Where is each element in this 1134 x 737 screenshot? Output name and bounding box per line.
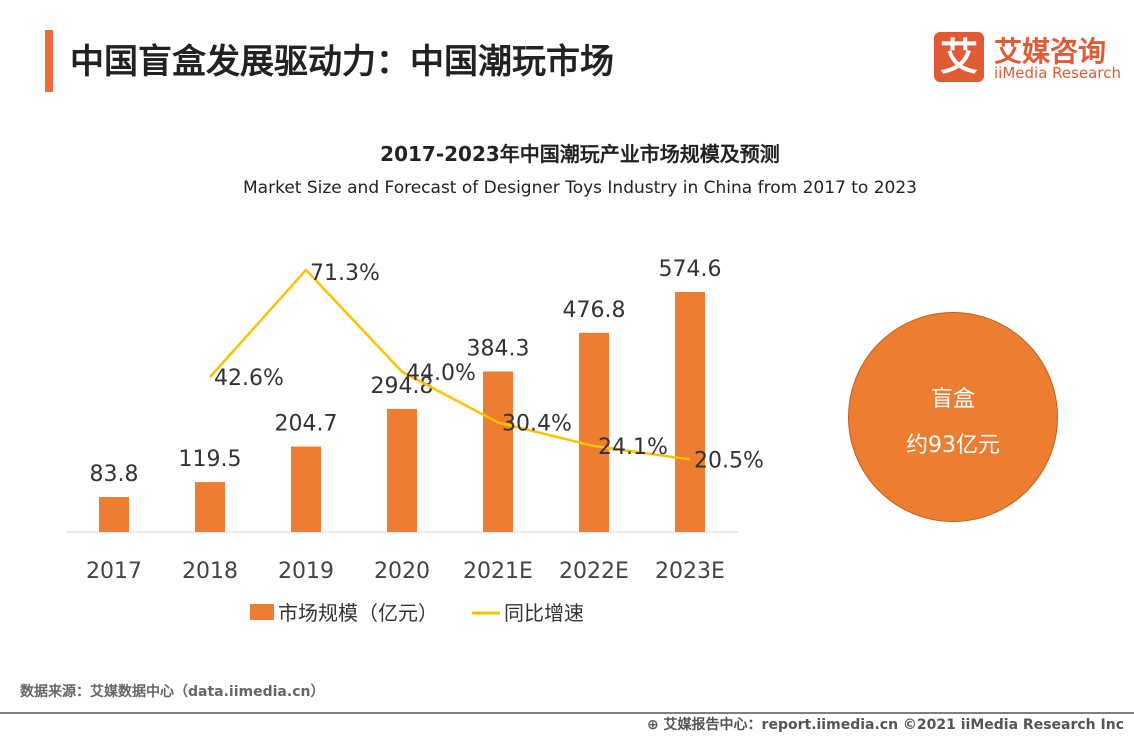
bar-label: 294.8 <box>371 374 434 399</box>
line-label: 44.0% <box>406 361 476 386</box>
title-accent-bar <box>45 30 53 92</box>
line-label: 30.4% <box>502 412 572 437</box>
x-tick-label: 2022E <box>559 559 629 584</box>
chart-subtitle: Market Size and Forecast of Designer Toy… <box>243 178 917 198</box>
x-tick-label: 2023E <box>655 559 725 584</box>
bar-2017 <box>99 496 129 532</box>
bar-2023E <box>675 292 705 532</box>
bar-label: 476.8 <box>563 298 626 323</box>
footer-credit: ⊕ 艾媒报告中心：report.iimedia.cn ©2021 iiMedia… <box>646 717 1124 733</box>
footer-divider <box>0 712 1134 714</box>
logo-text-en: iiMedia Research <box>994 64 1121 82</box>
data-source: 数据来源：艾媒数据中心（data.iimedia.cn） <box>20 684 325 700</box>
logo-text-cn: 艾媒咨询 <box>994 35 1107 68</box>
bar-2018 <box>195 482 225 532</box>
line-label: 24.1% <box>598 435 668 460</box>
page-title: 中国盲盒发展驱动力：中国潮玩市场 <box>70 42 614 82</box>
blind-box-callout: 盲盒 约93亿元 <box>848 312 1058 522</box>
x-tick-label: 2018 <box>182 559 238 584</box>
bar-2021E <box>483 371 513 532</box>
bar-2020 <box>387 408 417 532</box>
bar-label: 204.7 <box>275 412 338 437</box>
legend-bar-swatch <box>250 604 274 620</box>
bar-label: 119.5 <box>179 447 242 472</box>
x-tick-label: 2021E <box>463 559 533 584</box>
bar-label: 83.8 <box>90 462 139 487</box>
growth-line <box>209 268 691 461</box>
x-tick-label: 2017 <box>86 559 142 584</box>
legend-line-label: 同比增速 <box>504 601 584 625</box>
bar-label: 574.6 <box>659 257 722 282</box>
callout-label: 盲盒 <box>930 387 975 412</box>
legend-bar-label: 市场规模（亿元） <box>278 601 438 625</box>
chart-title: 2017-2023年中国潮玩产业市场规模及预测 <box>380 142 780 166</box>
line-label: 42.6% <box>214 366 284 391</box>
line-label: 71.3% <box>310 261 380 286</box>
bar-label: 384.3 <box>467 336 530 361</box>
line-label: 20.5% <box>694 448 764 473</box>
x-tick-label: 2019 <box>278 559 334 584</box>
callout-value: 约93亿元 <box>906 433 1000 458</box>
x-tick-label: 2020 <box>374 559 430 584</box>
bar-2019 <box>291 446 321 532</box>
iimedia-logo: 艾 <box>934 32 984 82</box>
bar-2022E <box>579 332 609 532</box>
